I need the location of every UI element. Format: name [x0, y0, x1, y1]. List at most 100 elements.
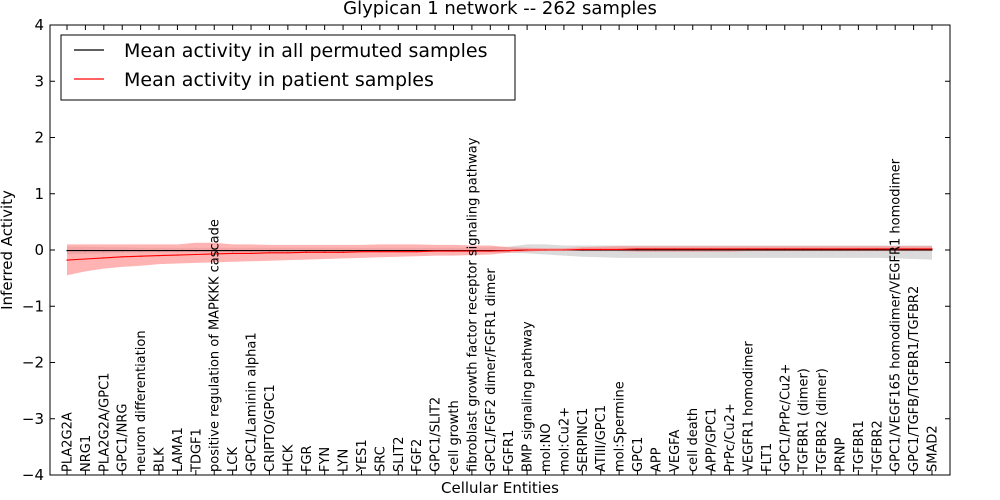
point-series-0	[876, 249, 878, 251]
point-series-0	[360, 250, 363, 252]
x-tick-label: mol:Cu2+	[557, 407, 572, 472]
x-tick-label: FGR	[300, 445, 315, 472]
x-axis-title: Cellular Entities	[441, 479, 559, 497]
point-series-1	[195, 253, 197, 256]
x-tick-label: TDGF1	[189, 428, 204, 473]
point-series-1	[526, 249, 528, 251]
point-series-1	[710, 248, 712, 250]
x-tick-label: positive regulation of MAPKKK cascade	[208, 219, 223, 472]
x-tick-label: APP	[649, 447, 664, 472]
point-series-1	[544, 249, 547, 251]
point-series-0	[103, 250, 105, 252]
point-series-1	[729, 248, 731, 250]
point-series-0	[66, 250, 68, 252]
x-tick-label: SERPINC1	[576, 408, 591, 472]
x-tick-label: SMAD2	[926, 425, 941, 472]
x-tick-label: BLK	[153, 447, 168, 472]
y-tick-label: −3	[22, 410, 44, 428]
y-axis-title: Inferred Activity	[0, 190, 16, 310]
point-series-1	[655, 248, 657, 250]
point-series-1	[232, 252, 234, 254]
point-series-1	[600, 248, 602, 250]
point-series-0	[802, 249, 804, 251]
x-axis: PLA2G2A NRG1 PLA2G2A/GPC1 GPC1/NRG neuron di…	[61, 25, 941, 475]
x-tick-label: fibroblast growth factor receptor signal…	[465, 137, 480, 472]
x-tick-label: TGFBR2	[870, 420, 885, 473]
y-tick-label: −4	[22, 466, 44, 484]
x-tick-label: GPC1/NRG	[116, 404, 131, 472]
y-tick-label: 4	[34, 16, 44, 34]
line-series-1	[66, 248, 932, 261]
x-tick-label: FGFR1	[502, 430, 517, 472]
x-tick-label: APP/GPC1	[705, 408, 720, 472]
x-tick-label: PRNP	[834, 437, 849, 472]
point-series-0	[287, 250, 289, 252]
series-lines	[66, 248, 933, 261]
x-tick-label: SLIT2	[392, 436, 407, 472]
y-tick-label: 0	[34, 241, 44, 259]
point-series-1	[876, 248, 878, 250]
point-series-0	[710, 249, 712, 251]
x-tick-label: CRIPTO/GPC1	[263, 384, 278, 472]
point-series-0	[821, 249, 823, 251]
point-series-0	[913, 249, 915, 251]
x-tick-label: neuron differentiation	[134, 330, 149, 472]
point-series-0	[636, 249, 639, 251]
x-tick-label: TGFBR1	[852, 420, 867, 473]
x-tick-label: PLA2G2A	[61, 412, 76, 472]
point-series-0	[379, 250, 381, 252]
point-series-0	[342, 250, 344, 252]
legend-frame	[60, 34, 516, 101]
point-series-0	[397, 250, 399, 252]
point-series-1	[581, 248, 583, 250]
x-tick-label: PLA2G2A/GPC1	[97, 373, 112, 472]
point-series-1	[305, 251, 307, 253]
point-series-1	[140, 255, 142, 257]
x-tick-label: FGF2	[410, 439, 425, 472]
point-series-1	[342, 251, 344, 253]
point-series-0	[324, 250, 326, 252]
point-series-1	[250, 252, 252, 254]
band-series-1	[67, 242, 932, 276]
x-tick-label: cell death	[686, 408, 701, 472]
x-tick-label: NRG1	[79, 435, 94, 472]
point-series-1	[747, 248, 749, 250]
point-series-1	[913, 248, 915, 250]
x-tick-label: VEGFR1 homodimer	[742, 341, 757, 472]
point-series-0	[213, 250, 215, 252]
point-series-1	[103, 257, 105, 259]
point-series-1	[379, 251, 381, 253]
x-tick-label: TGFBR2 (dimer)	[815, 368, 830, 473]
point-series-0	[250, 250, 252, 252]
y-tick-label: −2	[22, 354, 44, 372]
point-series-1	[416, 251, 418, 253]
point-series-0	[747, 249, 749, 251]
x-tick-label: FYN	[318, 447, 333, 472]
point-series-0	[729, 249, 731, 251]
x-tick-label: VEGFA	[668, 430, 683, 472]
point-series-1	[324, 251, 326, 253]
x-tick-label: LCK	[226, 447, 241, 472]
y-tick-label: 2	[34, 129, 44, 147]
point-series-1	[213, 253, 215, 255]
point-series-0	[931, 249, 933, 251]
y-axis: 4 3 2 1 0 −1 −2 −3 −4	[22, 16, 950, 484]
point-series-1	[489, 250, 491, 252]
x-tick-label: mol:Spermine	[613, 381, 628, 472]
x-tick-label: BMP signaling pathway	[521, 321, 536, 472]
point-series-1	[287, 252, 289, 254]
x-tick-label: GPC1/SLIT2	[429, 397, 444, 472]
point-series-0	[673, 249, 675, 251]
x-tick-label: HCK	[281, 444, 296, 472]
x-tick-label: FLT1	[760, 443, 775, 472]
x-tick-label: TGFBR1 (dimer)	[797, 368, 812, 473]
legend-label-permuted: Mean activity in all permuted samples	[124, 40, 487, 62]
point-series-0	[857, 249, 860, 251]
x-tick-label: LAMA1	[171, 427, 186, 472]
point-series-1	[66, 259, 68, 261]
point-series-1	[268, 252, 270, 254]
confidence-bands	[67, 242, 932, 276]
point-series-0	[692, 249, 694, 251]
point-series-1	[894, 248, 896, 250]
